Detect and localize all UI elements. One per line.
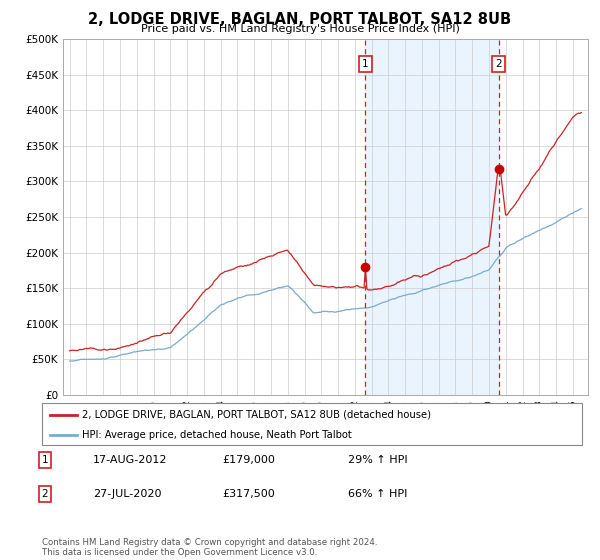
- Text: 1: 1: [362, 59, 368, 69]
- Text: 17-AUG-2012: 17-AUG-2012: [93, 455, 167, 465]
- Text: 2: 2: [496, 59, 502, 69]
- Text: 2, LODGE DRIVE, BAGLAN, PORT TALBOT, SA12 8UB: 2, LODGE DRIVE, BAGLAN, PORT TALBOT, SA1…: [88, 12, 512, 27]
- Text: 2: 2: [41, 489, 49, 499]
- Text: £179,000: £179,000: [222, 455, 275, 465]
- Text: £317,500: £317,500: [222, 489, 275, 499]
- Text: 27-JUL-2020: 27-JUL-2020: [93, 489, 161, 499]
- Text: 1: 1: [41, 455, 49, 465]
- Text: Price paid vs. HM Land Registry's House Price Index (HPI): Price paid vs. HM Land Registry's House …: [140, 24, 460, 34]
- Text: Contains HM Land Registry data © Crown copyright and database right 2024.
This d: Contains HM Land Registry data © Crown c…: [42, 538, 377, 557]
- Bar: [365, 39, 499, 395]
- Text: 2, LODGE DRIVE, BAGLAN, PORT TALBOT, SA12 8UB (detached house): 2, LODGE DRIVE, BAGLAN, PORT TALBOT, SA1…: [83, 410, 431, 420]
- FancyBboxPatch shape: [42, 403, 582, 445]
- Text: HPI: Average price, detached house, Neath Port Talbot: HPI: Average price, detached house, Neat…: [83, 430, 352, 440]
- Text: 29% ↑ HPI: 29% ↑ HPI: [348, 455, 407, 465]
- Text: 66% ↑ HPI: 66% ↑ HPI: [348, 489, 407, 499]
